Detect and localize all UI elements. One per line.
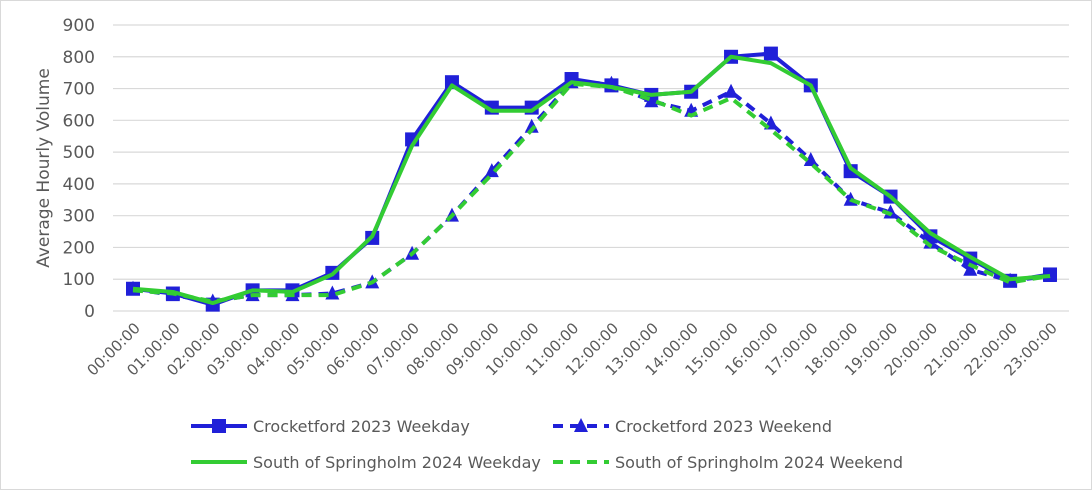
- square-marker: [212, 419, 226, 433]
- square-marker: [763, 46, 778, 61]
- y-tick-label: 0: [84, 302, 95, 322]
- triangle-marker: [963, 261, 978, 276]
- y-tick-label: 800: [63, 48, 95, 68]
- x-tick-labels: 00:00:0001:00:0002:00:0003:00:0004:00:00…: [83, 319, 1060, 379]
- y-tick-label: 700: [63, 80, 95, 100]
- y-axis-label: Average Hourly Volume: [34, 68, 54, 268]
- triangle-marker: [724, 83, 739, 98]
- y-tick-labels: 0 100 200 300 400 500 600 700 800 900: [63, 16, 95, 322]
- legend-label: Crocketford 2023 Weekend: [615, 417, 832, 436]
- legend-item: Crocketford 2023 Weekend: [553, 417, 832, 436]
- series-3: [132, 54, 1051, 306]
- y-tick-label: 900: [63, 16, 95, 36]
- triangle-marker: [325, 285, 340, 300]
- series-line: [132, 51, 1051, 307]
- legend-item: Crocketford 2023 Weekday: [191, 417, 470, 436]
- series-line: [132, 54, 1051, 306]
- y-tick-label: 200: [63, 238, 95, 258]
- triangle-marker: [803, 152, 818, 167]
- triangle-marker: [644, 93, 659, 108]
- y-tick-label: 100: [63, 270, 95, 290]
- legend-item: South of Springholm 2024 Weekday: [191, 453, 541, 472]
- gridlines: [113, 24, 1069, 312]
- legend-item: South of Springholm 2024 Weekend: [553, 453, 903, 472]
- legend-label: South of Springholm 2024 Weekday: [253, 453, 541, 472]
- y-tick-label: 300: [63, 207, 95, 227]
- triangle-marker: [1043, 268, 1057, 283]
- legend: Crocketford 2023 Weekday Crocketford 2023…: [191, 417, 903, 472]
- y-tick-label: 600: [63, 111, 95, 131]
- series-4: [132, 81, 1051, 304]
- y-tick-label: 400: [63, 175, 95, 195]
- triangle-marker: [524, 118, 539, 133]
- legend-label: Crocketford 2023 Weekday: [253, 417, 470, 436]
- square-marker: [843, 164, 858, 179]
- series-lines: [126, 46, 1057, 312]
- legend-label: South of Springholm 2024 Weekend: [615, 453, 903, 472]
- series-line: [132, 80, 1051, 304]
- series-line: [132, 81, 1051, 304]
- triangle-marker: [574, 418, 588, 432]
- triangle-marker: [883, 204, 898, 219]
- y-tick-label: 500: [63, 143, 95, 163]
- series-2: [126, 74, 1057, 308]
- triangle-marker: [484, 163, 499, 178]
